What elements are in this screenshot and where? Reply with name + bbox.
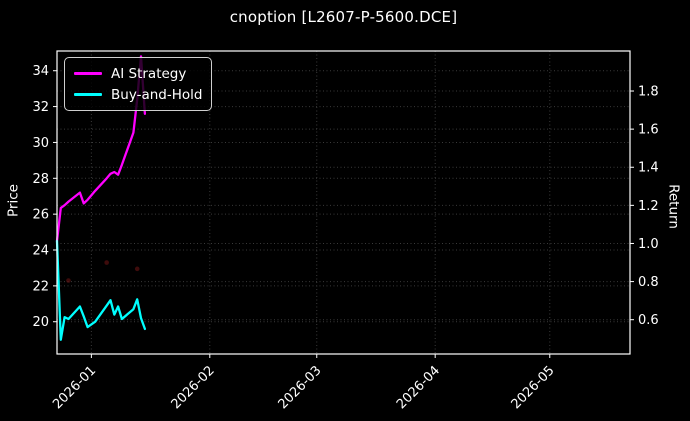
axes-layer — [53, 70, 634, 358]
legend-label: Buy-and-Hold — [111, 86, 203, 103]
price-tick-label: 30 — [32, 136, 49, 151]
chart-title: cnoption [L2607-P-5600.DCE] — [229, 8, 458, 26]
x-tick-label: 2026-03 — [276, 363, 325, 412]
legend-label: AI Strategy — [111, 65, 187, 82]
return-tick-label: 1.4 — [638, 161, 659, 176]
legend-item-ai-strategy: AI Strategy — [74, 63, 202, 84]
price-tick-label: 24 — [32, 244, 49, 259]
legend: AI Strategy Buy-and-Hold — [64, 57, 213, 111]
x-tick-label: 2026-05 — [509, 363, 558, 412]
return-tick-label: 0.8 — [638, 275, 659, 290]
price-tick-label: 20 — [32, 315, 49, 330]
price-tick-label: 34 — [32, 64, 49, 79]
return-tick-label: 1.6 — [638, 123, 659, 138]
price-tick-label: 26 — [32, 208, 49, 223]
y-axis-label-price: Price — [5, 184, 22, 217]
x-tick-label: 2026-02 — [169, 363, 218, 412]
return-tick-label: 1.8 — [638, 85, 659, 100]
return-tick-label: 1.2 — [638, 199, 659, 214]
x-tick-label: 2026-01 — [50, 363, 99, 412]
price-tick-label: 22 — [32, 279, 49, 294]
legend-line-sample-ai — [74, 72, 102, 75]
x-tick-label: 2026-04 — [394, 363, 443, 412]
legend-item-buy-and-hold: Buy-and-Hold — [74, 84, 202, 105]
price-tick-label: 32 — [32, 100, 49, 115]
legend-line-sample-bh — [74, 93, 102, 96]
y-axis-label-return: Return — [665, 184, 682, 229]
return-tick-label: 0.6 — [638, 313, 659, 328]
faint-trade-dots — [66, 260, 140, 283]
return-tick-label: 1.0 — [638, 237, 659, 252]
tick-labels: 20 22 24 26 28 30 32 34 0.6 0.8 1.0 1.2 1.4 1.6 1.8 202… — [32, 64, 658, 412]
series-ai-strategy — [55, 55, 147, 243]
series-buy-and-hold — [55, 239, 147, 341]
price-tick-label: 28 — [32, 172, 49, 187]
plot-frame — [56, 50, 631, 355]
